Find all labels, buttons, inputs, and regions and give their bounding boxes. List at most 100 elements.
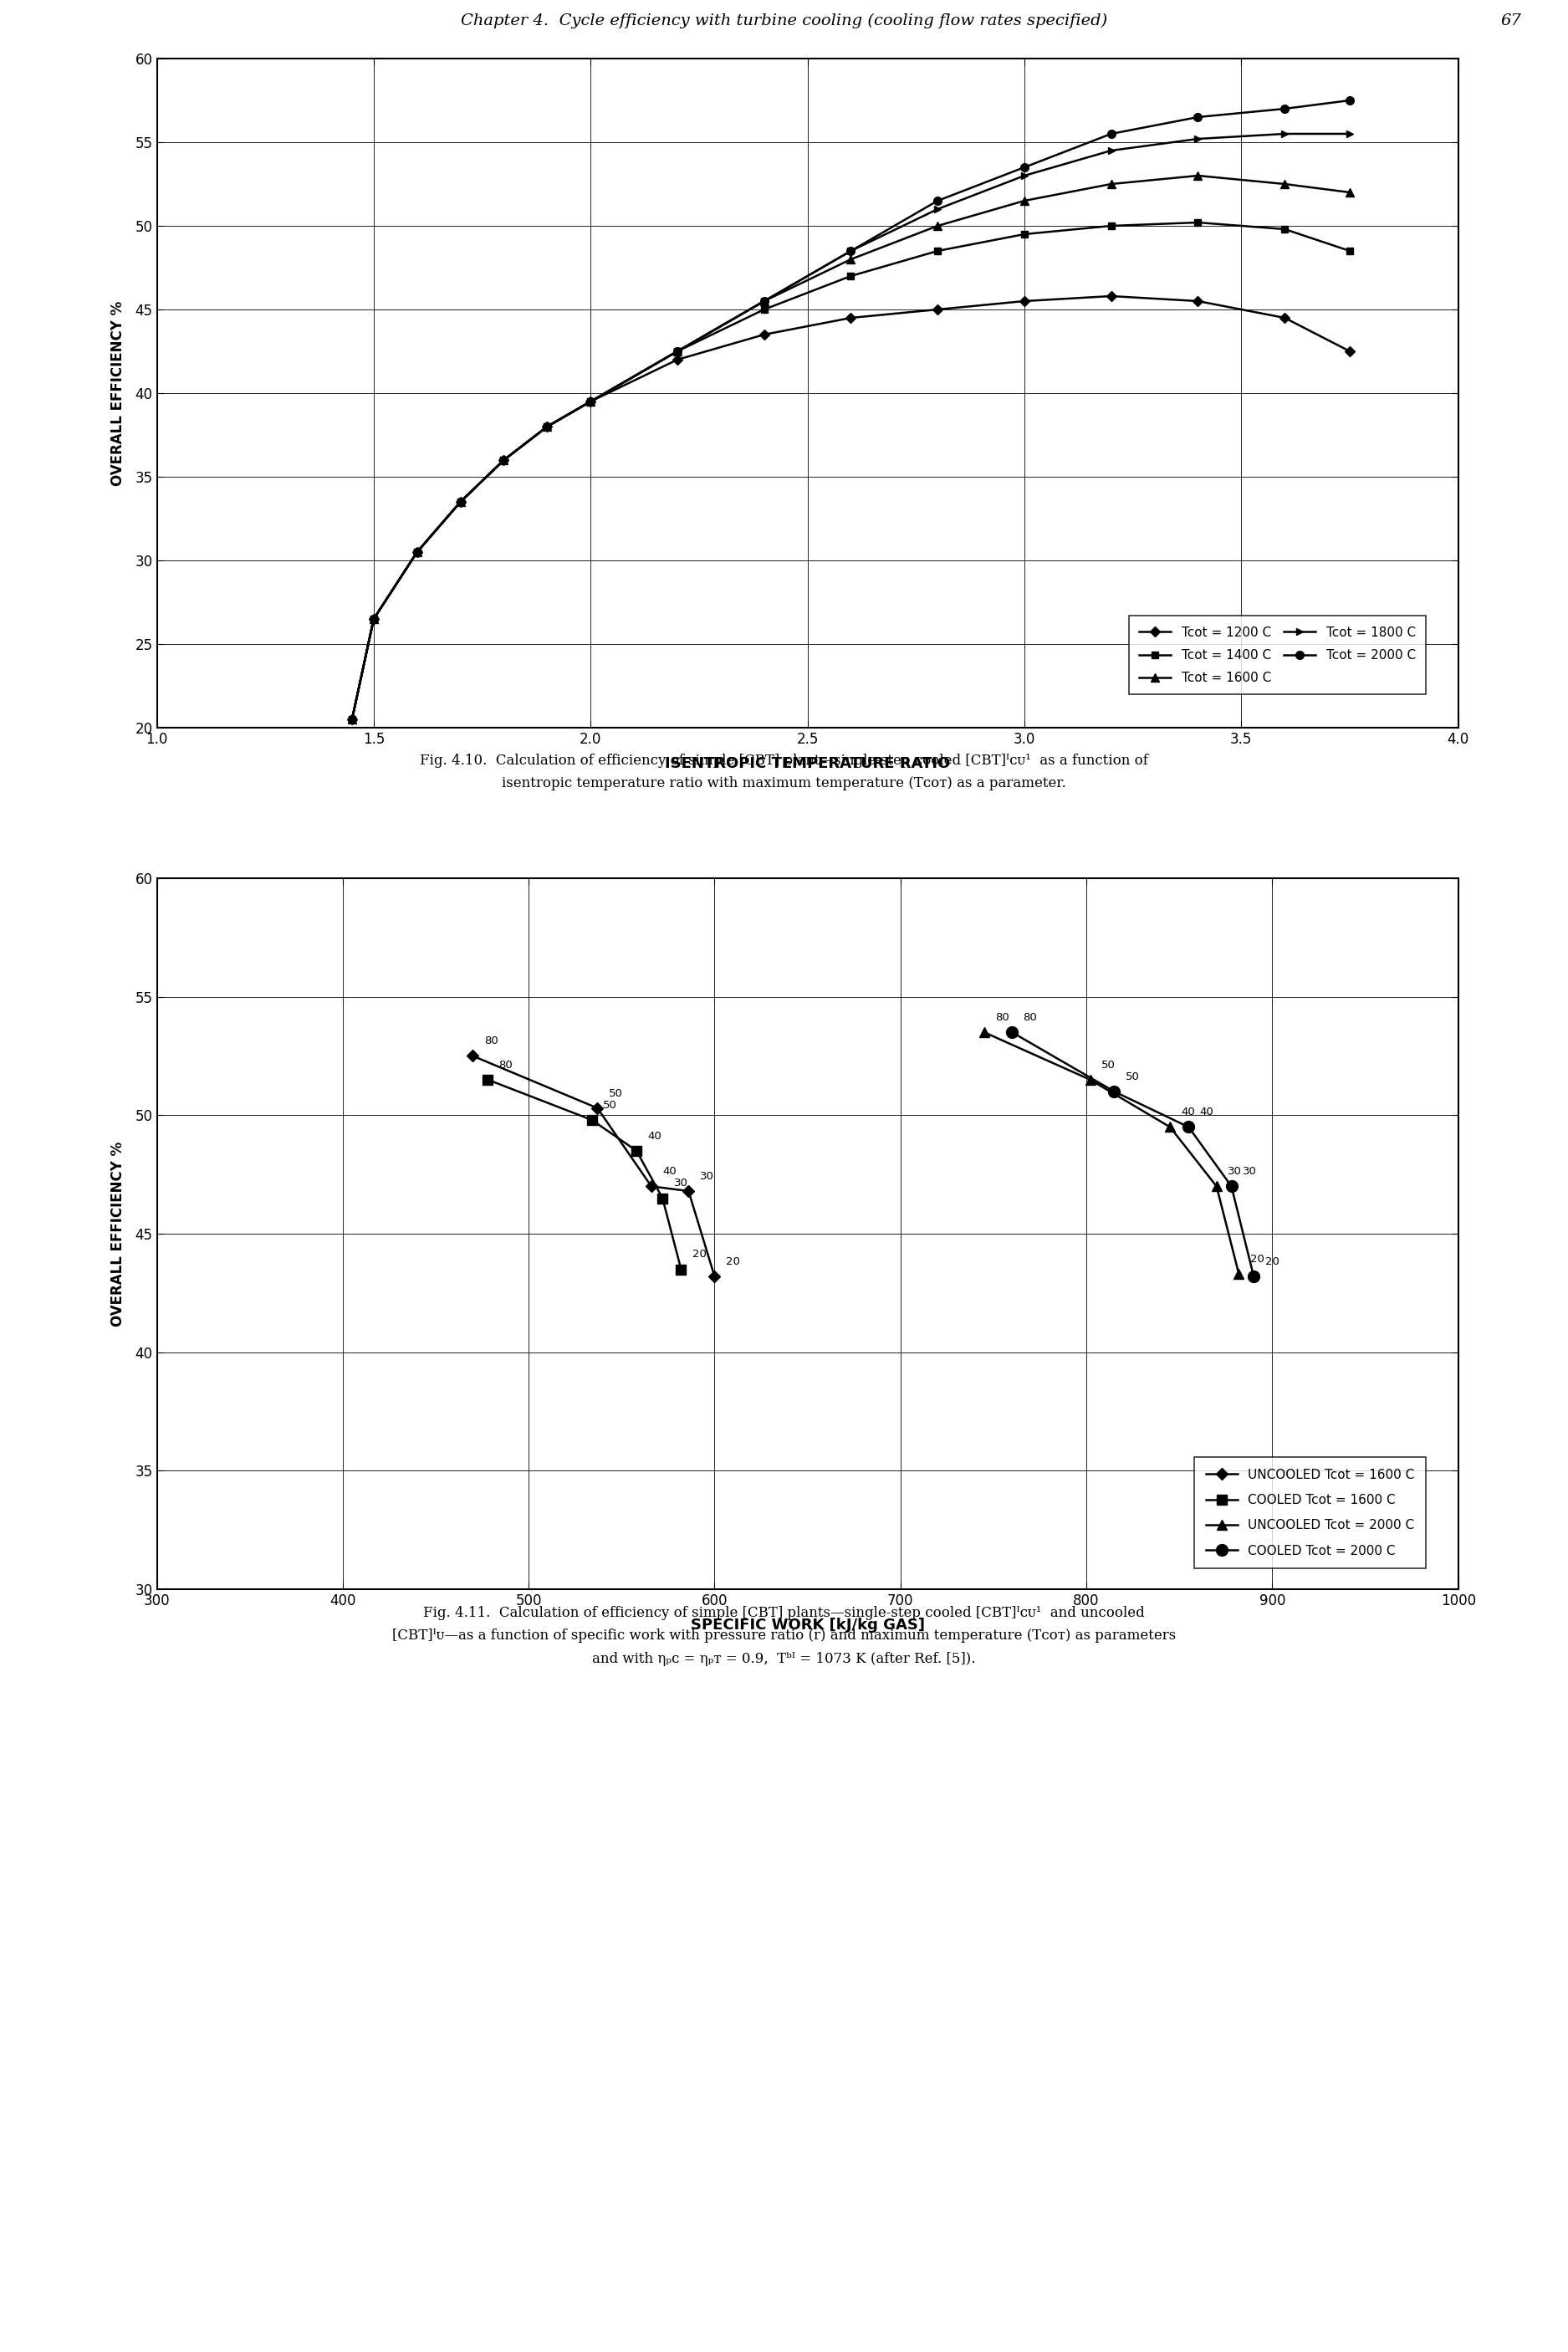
Tcot = 2000 C (1275, 94, 1294, 122)
COOLED Tcot = 2000 C (1221, 1171, 1240, 1200)
Tcot = 2000 C (842, 238, 861, 266)
Tcot = 1600 C (408, 539, 426, 567)
Tcot = 1600 C (668, 336, 687, 365)
Tcot = 1800 C (668, 336, 687, 365)
Tcot = 1400 C (582, 388, 601, 416)
Text: 40: 40 (648, 1131, 662, 1141)
Tcot = 2000 C (364, 604, 383, 633)
Tcot = 1800 C (408, 539, 426, 567)
Tcot = 1600 C (342, 706, 361, 734)
Tcot = 1200 C (408, 539, 426, 567)
Tcot = 1800 C (538, 412, 557, 440)
UNCOOLED Tcot = 2000 C (1080, 1065, 1099, 1094)
Tcot = 1200 C (1102, 282, 1121, 310)
COOLED Tcot = 1600 C (627, 1136, 646, 1164)
Tcot = 1200 C (342, 706, 361, 734)
Tcot = 1200 C (1189, 287, 1207, 315)
Tcot = 1800 C (1014, 162, 1033, 191)
Line: Tcot = 1400 C: Tcot = 1400 C (348, 219, 1353, 722)
Tcot = 1800 C (342, 706, 361, 734)
Text: 20: 20 (1250, 1254, 1264, 1265)
Tcot = 1200 C (754, 320, 773, 348)
Text: 50: 50 (1126, 1070, 1140, 1082)
Text: 67: 67 (1501, 14, 1521, 28)
Tcot = 1200 C (842, 303, 861, 332)
Tcot = 1800 C (1189, 125, 1207, 153)
UNCOOLED Tcot = 1600 C (706, 1263, 724, 1291)
Text: Fig. 4.10.  Calculation of efficiency of simple [CBT] plant—single-step cooled [: Fig. 4.10. Calculation of efficiency of … (420, 753, 1148, 790)
Tcot = 1400 C (928, 238, 947, 266)
Tcot = 1800 C (928, 195, 947, 223)
Tcot = 1800 C (494, 447, 513, 475)
COOLED Tcot = 2000 C (1179, 1112, 1198, 1141)
Line: UNCOOLED Tcot = 2000 C: UNCOOLED Tcot = 2000 C (978, 1028, 1243, 1279)
Tcot = 1400 C (342, 706, 361, 734)
COOLED Tcot = 1600 C (671, 1256, 690, 1284)
Line: Tcot = 1800 C: Tcot = 1800 C (348, 129, 1353, 722)
Text: 50: 50 (608, 1087, 622, 1098)
Text: Fig. 4.11.  Calculation of efficiency of simple [CBT] plants—single-step cooled : Fig. 4.11. Calculation of efficiency of … (392, 1606, 1176, 1665)
Tcot = 1800 C (582, 388, 601, 416)
Tcot = 1200 C (1275, 303, 1294, 332)
Tcot = 1200 C (538, 412, 557, 440)
Tcot = 1800 C (1102, 136, 1121, 165)
Text: 80: 80 (499, 1058, 513, 1070)
Tcot = 2000 C (1341, 87, 1359, 115)
X-axis label: SPECIFIC WORK [kJ/kg GAS]: SPECIFIC WORK [kJ/kg GAS] (690, 1618, 925, 1632)
Text: 80: 80 (1024, 1011, 1036, 1023)
Tcot = 1400 C (538, 412, 557, 440)
Line: UNCOOLED Tcot = 1600 C: UNCOOLED Tcot = 1600 C (469, 1051, 718, 1279)
Tcot = 1400 C (1189, 209, 1207, 238)
UNCOOLED Tcot = 1600 C (679, 1176, 698, 1204)
Tcot = 2000 C (1189, 103, 1207, 132)
COOLED Tcot = 1600 C (582, 1105, 601, 1134)
COOLED Tcot = 1600 C (654, 1183, 673, 1211)
Line: Tcot = 1200 C: Tcot = 1200 C (348, 292, 1353, 722)
Tcot = 1400 C (1341, 238, 1359, 266)
UNCOOLED Tcot = 2000 C (975, 1018, 994, 1047)
Tcot = 1800 C (364, 604, 383, 633)
Tcot = 1600 C (1341, 179, 1359, 207)
Text: 30: 30 (699, 1171, 713, 1181)
UNCOOLED Tcot = 2000 C (1207, 1171, 1226, 1200)
Tcot = 1400 C (842, 261, 861, 289)
Tcot = 2000 C (342, 706, 361, 734)
Tcot = 2000 C (408, 539, 426, 567)
Tcot = 2000 C (582, 388, 601, 416)
Text: 30: 30 (1242, 1167, 1256, 1176)
Tcot = 2000 C (1102, 120, 1121, 148)
Tcot = 1600 C (1102, 169, 1121, 198)
Tcot = 1400 C (668, 336, 687, 365)
COOLED Tcot = 1600 C (478, 1065, 497, 1094)
Tcot = 1200 C (1014, 287, 1033, 315)
Tcot = 1200 C (582, 388, 601, 416)
UNCOOLED Tcot = 1600 C (588, 1094, 607, 1122)
Tcot = 1600 C (842, 245, 861, 273)
Tcot = 1600 C (1014, 186, 1033, 214)
Y-axis label: OVERALL EFFICIENCY %: OVERALL EFFICIENCY % (111, 301, 125, 485)
Tcot = 1200 C (452, 487, 470, 515)
Text: 40: 40 (663, 1167, 676, 1176)
UNCOOLED Tcot = 2000 C (1160, 1112, 1179, 1141)
Tcot = 1800 C (1275, 120, 1294, 148)
Tcot = 2000 C (668, 336, 687, 365)
Tcot = 1800 C (1341, 120, 1359, 148)
Tcot = 1600 C (364, 604, 383, 633)
Legend: Tcot = 1200 C, Tcot = 1400 C, Tcot = 1600 C, Tcot = 1800 C, Tcot = 2000 C: Tcot = 1200 C, Tcot = 1400 C, Tcot = 160… (1129, 616, 1425, 694)
Text: 40: 40 (1200, 1108, 1214, 1117)
Tcot = 1800 C (452, 487, 470, 515)
Text: 80: 80 (485, 1035, 499, 1047)
Tcot = 1200 C (494, 447, 513, 475)
Text: 40: 40 (1181, 1108, 1195, 1117)
COOLED Tcot = 2000 C (1245, 1263, 1264, 1291)
UNCOOLED Tcot = 2000 C (1229, 1261, 1248, 1289)
Tcot = 1800 C (754, 287, 773, 315)
Tcot = 1200 C (364, 604, 383, 633)
Text: 50: 50 (1101, 1058, 1115, 1070)
Line: Tcot = 2000 C: Tcot = 2000 C (348, 96, 1353, 724)
Text: 20: 20 (691, 1249, 706, 1261)
Line: Tcot = 1600 C: Tcot = 1600 C (348, 172, 1353, 724)
X-axis label: ISENTROPIC TEMPERATURE RATIO: ISENTROPIC TEMPERATURE RATIO (665, 755, 950, 771)
Tcot = 1600 C (754, 287, 773, 315)
UNCOOLED Tcot = 1600 C (641, 1171, 660, 1200)
